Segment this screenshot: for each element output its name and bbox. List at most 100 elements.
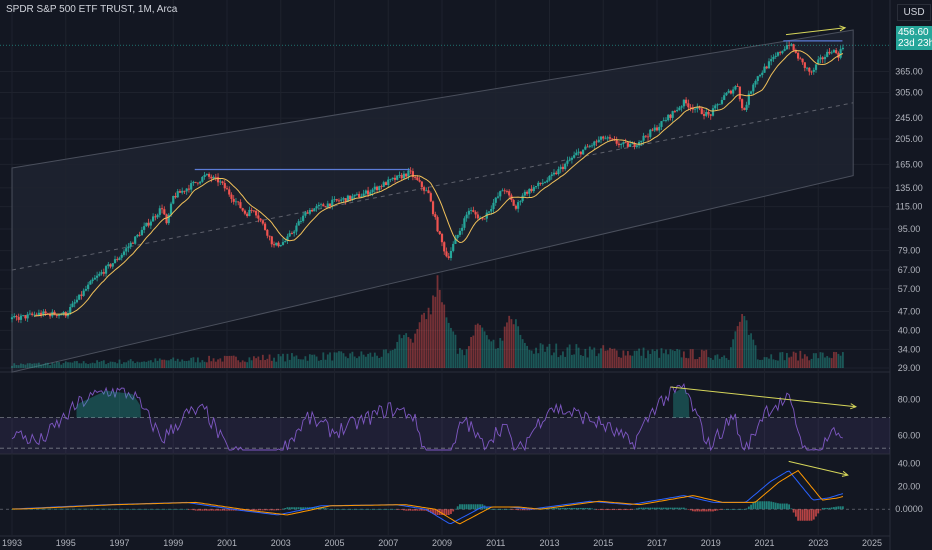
candle-body — [705, 111, 708, 116]
candle-body — [772, 56, 775, 60]
candle-body — [734, 86, 737, 90]
candle-body — [443, 242, 446, 252]
macd-histogram-bar — [730, 509, 732, 510]
candle-body — [429, 193, 432, 202]
macd-histogram-bar — [387, 509, 390, 510]
macd-histogram-bar — [781, 503, 784, 510]
volume-bar — [17, 365, 20, 368]
macd-histogram-bar — [279, 509, 282, 510]
candle-body — [281, 242, 285, 245]
macd-histogram-bar — [174, 508, 177, 510]
volume-bar — [51, 362, 54, 368]
macd-histogram-bar — [703, 509, 705, 512]
time-tick-label: 2007 — [378, 538, 398, 548]
macd-histogram-bar — [331, 509, 334, 510]
macd-histogram-bar — [785, 503, 788, 510]
macd-histogram-bar — [685, 508, 688, 510]
candle-body — [167, 214, 170, 224]
volume-bar — [176, 358, 179, 368]
macd-histogram-bar — [631, 509, 634, 510]
time-axis[interactable]: 1993 1995 1997 1999 2001 2003 2005 2007 2009 2011… — [2, 538, 882, 548]
macd-histogram-bar — [432, 509, 434, 514]
macd-histogram-bar — [497, 509, 499, 510]
candle-body — [633, 143, 636, 147]
candle-body — [655, 127, 659, 131]
volume-bar — [62, 363, 65, 368]
candle-body — [131, 242, 135, 244]
volume-bar — [682, 351, 685, 368]
price-tick-label: 95.00 — [898, 224, 921, 234]
candle-body — [615, 139, 618, 144]
time-tick-label: 2015 — [593, 538, 613, 548]
macd-histogram-bar — [205, 509, 208, 511]
volume-bar — [291, 353, 293, 368]
volume-bar — [671, 350, 674, 368]
volume-bar — [586, 357, 589, 368]
volume-bar — [638, 348, 640, 368]
macd-histogram-bar — [557, 507, 560, 510]
macd-histogram-bar — [355, 509, 358, 510]
candle-body — [508, 191, 511, 196]
candle-body — [40, 312, 43, 316]
candle-body — [295, 225, 298, 232]
macd-histogram-bar — [568, 507, 571, 510]
volume-bar — [644, 358, 647, 368]
volume-bar — [828, 357, 831, 368]
macd-histogram-bar — [217, 509, 219, 511]
volume-bar — [409, 338, 412, 368]
candle-body — [445, 251, 448, 257]
macd-histogram-bar — [611, 509, 614, 511]
candle-body — [481, 217, 484, 219]
macd-histogram-bar — [472, 504, 475, 510]
candle-body — [411, 171, 414, 178]
volume-bar — [660, 348, 663, 368]
candle-body — [584, 146, 587, 150]
candle-body — [297, 221, 300, 226]
candle-body — [620, 143, 623, 146]
symbol-title[interactable]: SPDR S&P 500 ETF TRUST, 1M, Arca — [6, 4, 178, 15]
candle-body — [566, 160, 569, 164]
candle-body — [767, 61, 771, 69]
candle-body — [664, 120, 668, 121]
candle-body — [436, 217, 439, 232]
volume-bar — [528, 349, 531, 368]
candle-body — [163, 209, 166, 215]
volume-bar — [232, 355, 235, 368]
candle-body — [396, 175, 399, 180]
volume-bar — [687, 358, 690, 368]
price-axis[interactable]: 365.00 305.00 245.00 205.00 165.00 135.00 115.… — [895, 66, 923, 514]
macd-histogram-bar — [615, 509, 618, 511]
volume-bar — [624, 355, 627, 368]
candle-body — [747, 93, 750, 105]
macd-histogram-bar — [201, 509, 204, 511]
volume-bar — [322, 352, 325, 368]
channel-area — [11, 29, 854, 373]
macd-histogram-bar — [394, 509, 396, 510]
macd-histogram-bar — [111, 508, 114, 510]
macd-histogram-bar — [479, 504, 481, 510]
volume-bar — [266, 358, 269, 368]
candle-body — [537, 182, 540, 187]
macd-histogram-bar — [461, 504, 464, 510]
candle-body — [232, 198, 235, 202]
macd-histogram-bar — [620, 509, 623, 511]
volume-bar — [371, 356, 374, 368]
macd-histogram-bar — [622, 509, 625, 511]
macd-histogram-bar — [261, 509, 264, 511]
macd-histogram-bar — [837, 506, 840, 510]
candle-body — [624, 142, 627, 144]
currency-button[interactable]: USD — [897, 4, 931, 21]
macd-histogram-bar — [326, 508, 329, 510]
candle-body — [355, 194, 358, 195]
volume-bar — [515, 319, 517, 368]
candle-body — [10, 317, 14, 320]
macd-histogram-bar — [199, 509, 202, 511]
candle-body — [499, 191, 502, 197]
volume-bar — [488, 339, 490, 368]
volume-bar — [261, 354, 264, 368]
volume-bar — [806, 356, 808, 368]
volume-bar — [147, 360, 150, 368]
macd-histogram-bar — [149, 508, 152, 510]
volume-bar — [208, 355, 210, 368]
